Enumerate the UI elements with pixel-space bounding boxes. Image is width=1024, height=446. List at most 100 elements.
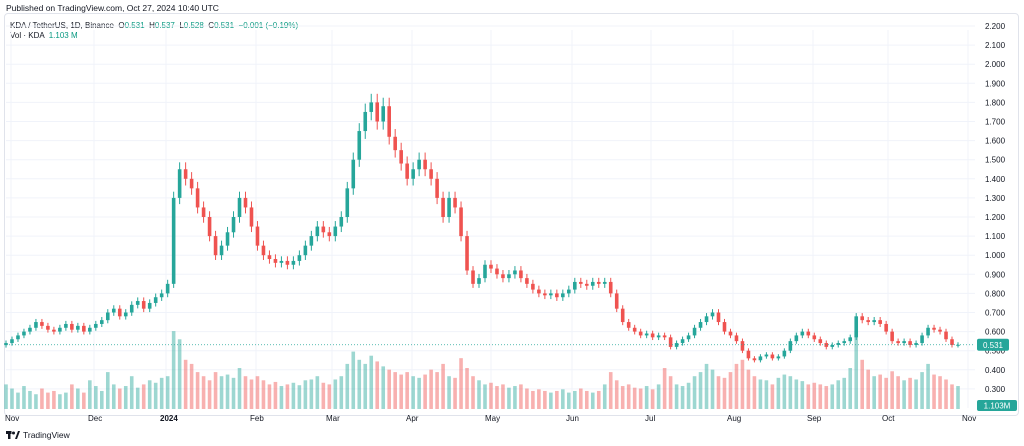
candle-body (716, 312, 721, 323)
price-tick-label: 0.900 (985, 270, 1006, 279)
candle-body (860, 316, 864, 321)
volume-bar (159, 377, 164, 409)
volume-bar (824, 386, 829, 409)
volume-bar (842, 377, 847, 409)
volume-bar (734, 363, 739, 409)
candle-body (471, 270, 475, 284)
candle-body (351, 159, 356, 189)
price-tick-label: 2.000 (985, 60, 1006, 69)
candle-body (141, 301, 146, 309)
volume-bar (279, 386, 284, 409)
candle-body (267, 255, 272, 260)
candle-body (602, 281, 607, 284)
candle-body (848, 337, 853, 342)
price-tick-label: 1.300 (985, 194, 1006, 203)
volume-bar (375, 361, 380, 409)
volume-bar (219, 376, 224, 409)
candle-body (303, 245, 308, 256)
volume-bar (812, 382, 817, 409)
volume-bar (70, 384, 74, 409)
published-caption: Published on TradingView.com, Oct 27, 20… (6, 3, 219, 13)
candle-body (291, 260, 296, 265)
candle-body (321, 226, 326, 233)
volume-bar (632, 387, 637, 409)
candle-body (423, 159, 427, 170)
candle-body (477, 278, 481, 284)
volume-bar (447, 376, 451, 409)
candle-body (812, 335, 817, 340)
candle-body (668, 337, 673, 347)
candle-body (662, 335, 667, 338)
candle-body (393, 136, 397, 151)
price-tick-label: 1.400 (985, 175, 1006, 184)
volume-bar (860, 359, 864, 409)
candle-body (656, 335, 661, 338)
volume-bar (716, 376, 721, 409)
candle-body (64, 323, 68, 328)
candle-body (219, 245, 224, 256)
volume-bar (854, 331, 859, 409)
volume-bar (369, 355, 374, 409)
volume-bar (303, 380, 308, 409)
candle-body (58, 327, 62, 332)
volume-bar (177, 339, 182, 409)
volume-bar (309, 379, 314, 409)
volume-bar (776, 377, 781, 409)
volume-bar (830, 384, 835, 409)
volume-bar (938, 376, 942, 409)
volume-bar (513, 386, 517, 409)
candle-body (16, 335, 20, 340)
candle-body (22, 331, 26, 336)
volume-bar (255, 376, 260, 409)
price-tick-label: 0.600 (985, 328, 1006, 337)
volume-bar (584, 390, 589, 409)
time-tick-label: Dec (88, 414, 102, 423)
volume-bar (249, 379, 254, 409)
candle-body (429, 169, 433, 179)
candle-body (363, 111, 368, 132)
volume-bar (171, 331, 176, 409)
time-tick-label: Jun (566, 414, 579, 423)
volume-bar (285, 384, 290, 409)
volume-bar (435, 372, 439, 409)
volume-bar (674, 384, 679, 409)
candle-body (465, 236, 469, 271)
candle-body (614, 293, 619, 309)
volume-bar (590, 392, 595, 409)
price-tick-label: 0.300 (985, 385, 1006, 394)
volume-bar (459, 358, 463, 409)
volume-bar (94, 386, 98, 409)
candle-body (387, 106, 391, 137)
volume-bar (800, 381, 805, 409)
candle-body (243, 197, 248, 208)
volume-bar (46, 392, 50, 409)
candle-body (638, 331, 643, 336)
candle-body (327, 232, 332, 237)
volume-bar (129, 376, 134, 409)
candle-body (459, 207, 463, 237)
volume-bar (357, 359, 362, 409)
candle-body (441, 197, 445, 217)
candle-body (788, 341, 793, 351)
candle-body (920, 335, 924, 344)
volume-bar (758, 379, 763, 409)
volume-bar (16, 392, 20, 409)
candle-body (339, 217, 344, 227)
candle-body (734, 335, 739, 342)
volume-bar (64, 392, 68, 409)
volume-bar (351, 351, 356, 409)
volume-bar (956, 386, 960, 409)
candle-body (94, 323, 98, 328)
candle-body (543, 293, 547, 296)
price-tick-label: 1.600 (985, 137, 1006, 146)
candle-body (76, 325, 80, 330)
candle-body (932, 327, 936, 330)
candle-body (537, 289, 541, 294)
volume-bar (578, 388, 583, 409)
time-tick-label: Mar (326, 414, 340, 423)
candle-body (620, 308, 625, 323)
candle-body (626, 322, 631, 328)
volume-bar (728, 372, 733, 409)
candle-body (549, 293, 553, 296)
